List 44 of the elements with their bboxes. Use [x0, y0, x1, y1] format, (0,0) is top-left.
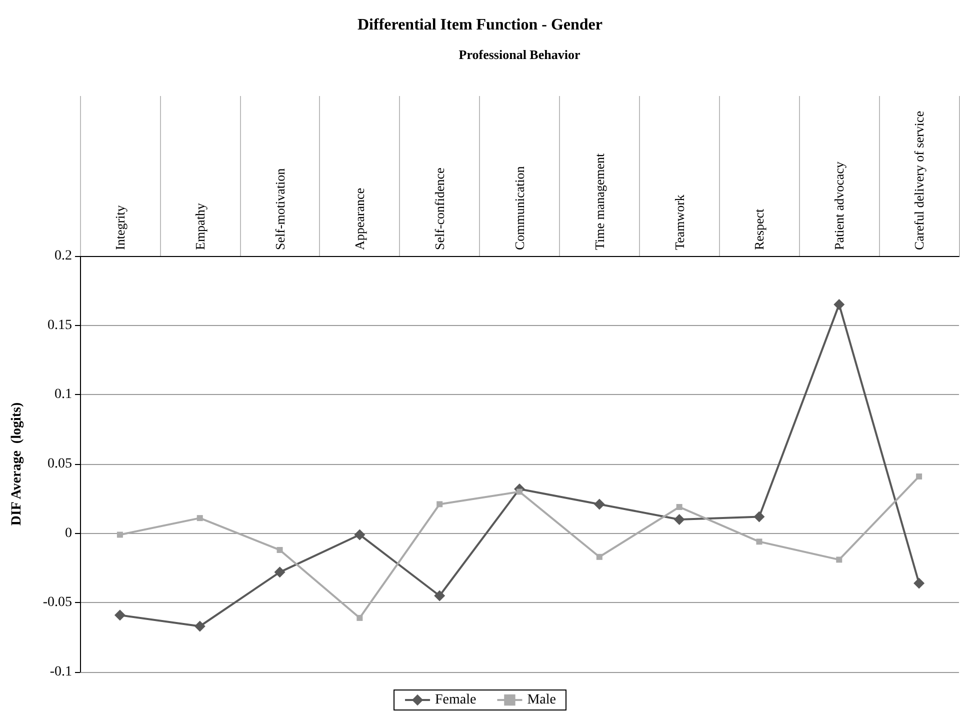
point: [114, 610, 126, 621]
y-tick-label: 0: [65, 526, 72, 541]
point: [834, 299, 845, 310]
x-tick-label: Self-confidence: [432, 167, 448, 250]
y-tick-label: 0.05: [48, 456, 72, 472]
legend-label: Male: [527, 692, 556, 708]
point: [516, 488, 522, 495]
x-tick-label: Time management: [592, 152, 607, 250]
x-tick-label: Integrity: [112, 204, 128, 250]
point: [596, 554, 602, 560]
chart-title: Differential Item Function - Gender: [358, 16, 602, 34]
point: [434, 590, 446, 602]
y-tick-label: 0.2: [54, 248, 72, 264]
point: [194, 620, 206, 632]
point: [274, 566, 286, 578]
point: [916, 473, 922, 480]
point: [594, 498, 605, 510]
y-tick-label: -0.05: [42, 595, 72, 610]
x-tick-label: Respect: [752, 208, 767, 250]
y-tick-label: -0.1: [50, 664, 72, 680]
legend-label: Female: [435, 692, 476, 708]
point: [356, 614, 363, 621]
y-axis-title: DIF Average (logits): [10, 402, 24, 526]
point: [674, 514, 685, 525]
point: [354, 529, 366, 540]
point: [756, 538, 762, 545]
x-tick-label: Communication: [512, 166, 527, 250]
point: [276, 546, 283, 553]
x-tick-label: Self-motivation: [272, 168, 288, 250]
point: [436, 501, 443, 508]
point: [754, 511, 765, 522]
x-tick-label: Appearance: [352, 188, 368, 250]
x-tick-label: Empathy: [192, 202, 208, 250]
x-tick-label: Careful delivery of service: [912, 110, 927, 250]
x-axis-title: Professional Behavior: [458, 47, 580, 62]
point: [914, 578, 925, 589]
point: [116, 532, 123, 538]
point: [196, 515, 203, 522]
y-tick-label: 0.15: [48, 318, 72, 333]
point: [836, 556, 842, 563]
x-tick-label: Teamwork: [672, 194, 687, 250]
point: [676, 504, 682, 510]
x-tick-label: Patient advocacy: [832, 161, 847, 250]
y-tick-label: 0.1: [54, 387, 72, 402]
